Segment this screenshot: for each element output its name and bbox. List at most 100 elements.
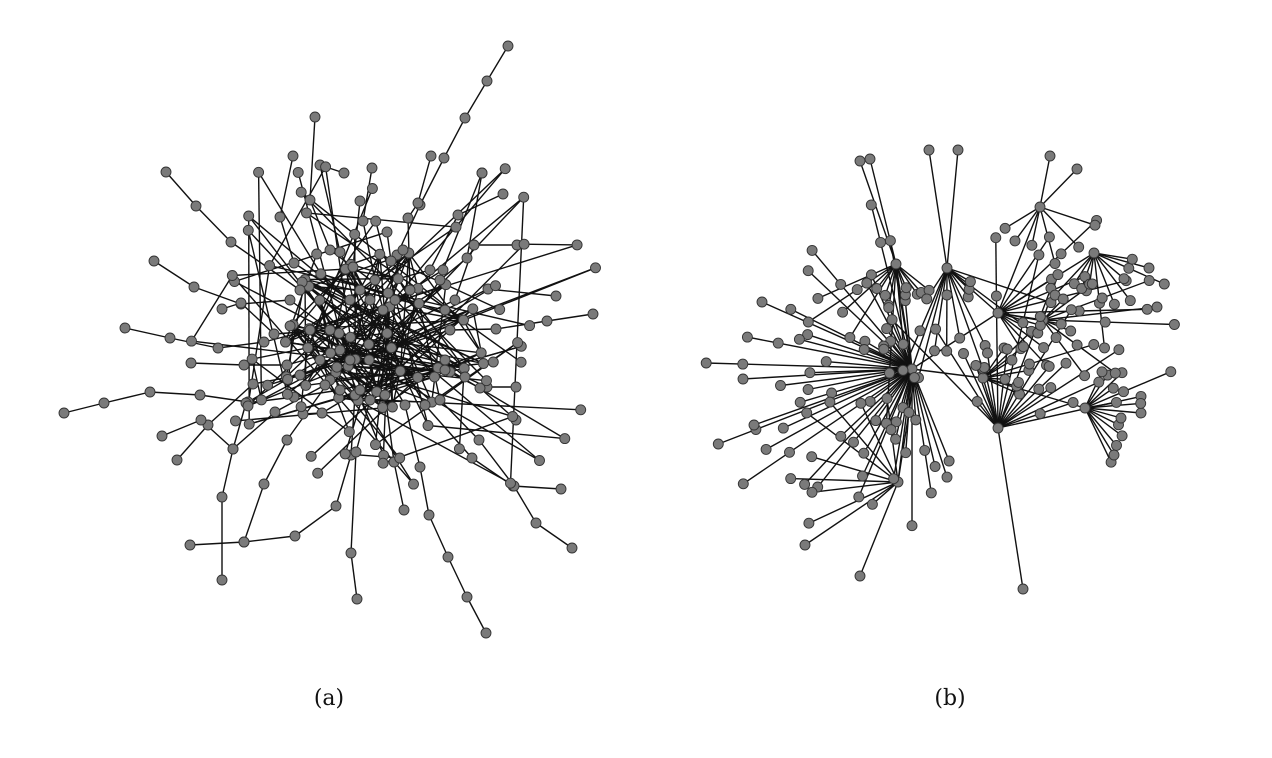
edge [1039, 206, 1080, 248]
node [802, 384, 814, 395]
edge [997, 206, 1041, 314]
node [377, 457, 389, 469]
node [812, 292, 824, 304]
edge [357, 399, 511, 484]
node [1088, 339, 1100, 350]
node [855, 397, 867, 409]
node [900, 282, 912, 294]
node [799, 539, 811, 551]
node [803, 517, 815, 529]
edge [962, 353, 999, 429]
edge [997, 290, 1087, 314]
node [777, 422, 789, 434]
node [930, 323, 942, 335]
edge [804, 481, 899, 546]
node [518, 238, 530, 250]
node [835, 278, 847, 290]
node [802, 329, 814, 341]
edge [382, 415, 513, 464]
node [282, 373, 294, 385]
node [422, 420, 434, 431]
node [1165, 366, 1177, 378]
node [468, 239, 480, 251]
node [449, 294, 461, 306]
edge [892, 368, 913, 479]
edge [917, 267, 948, 378]
edge [849, 263, 897, 338]
edge [269, 264, 389, 294]
edge [268, 166, 327, 266]
edge [464, 80, 488, 119]
edge [807, 289, 858, 323]
node [982, 347, 993, 359]
node [784, 446, 795, 458]
node [269, 406, 281, 418]
node [184, 539, 196, 551]
node [216, 491, 228, 503]
node [258, 478, 270, 490]
node [402, 212, 414, 224]
node [480, 627, 492, 639]
node [1038, 342, 1050, 354]
edge [995, 237, 998, 297]
node [394, 452, 406, 464]
node [369, 274, 381, 286]
edge [997, 388, 1040, 429]
edge [176, 424, 209, 461]
edge [742, 368, 913, 380]
node [325, 347, 336, 359]
edge [742, 451, 790, 485]
edge [902, 330, 921, 371]
edge [457, 193, 504, 216]
edge [997, 312, 1062, 325]
node [315, 268, 327, 280]
node [1088, 247, 1100, 259]
node [555, 483, 567, 495]
node [954, 332, 966, 344]
node [999, 222, 1011, 234]
node [212, 342, 224, 354]
edge [804, 368, 913, 485]
node [1071, 163, 1083, 175]
node [381, 327, 393, 339]
edge [997, 413, 1041, 429]
node [473, 434, 485, 446]
node [382, 287, 394, 299]
edge [335, 454, 352, 507]
edge [428, 514, 449, 558]
edge [811, 481, 899, 493]
node [590, 262, 601, 274]
node [908, 372, 920, 384]
edge [840, 368, 913, 437]
node [288, 257, 300, 269]
edge [1101, 279, 1150, 299]
node [1108, 298, 1120, 310]
node [294, 284, 306, 296]
edge [190, 275, 233, 342]
edge [417, 155, 432, 204]
node [294, 369, 306, 381]
node [804, 367, 816, 379]
edge [404, 404, 421, 468]
node [331, 361, 343, 373]
edge [928, 149, 948, 269]
node [881, 392, 893, 404]
node [571, 239, 583, 251]
node [1151, 301, 1163, 313]
edge [243, 483, 265, 543]
node [487, 356, 499, 368]
edge [1084, 407, 1115, 456]
node [1158, 278, 1170, 290]
node [700, 357, 712, 369]
node [235, 297, 247, 309]
edge [997, 312, 1048, 366]
edge [285, 226, 457, 343]
node [459, 371, 471, 383]
edge [997, 312, 1022, 350]
edge [419, 466, 430, 516]
edge [842, 263, 897, 313]
edge [884, 263, 897, 296]
node [354, 195, 366, 207]
node [164, 332, 176, 344]
node [295, 186, 307, 198]
